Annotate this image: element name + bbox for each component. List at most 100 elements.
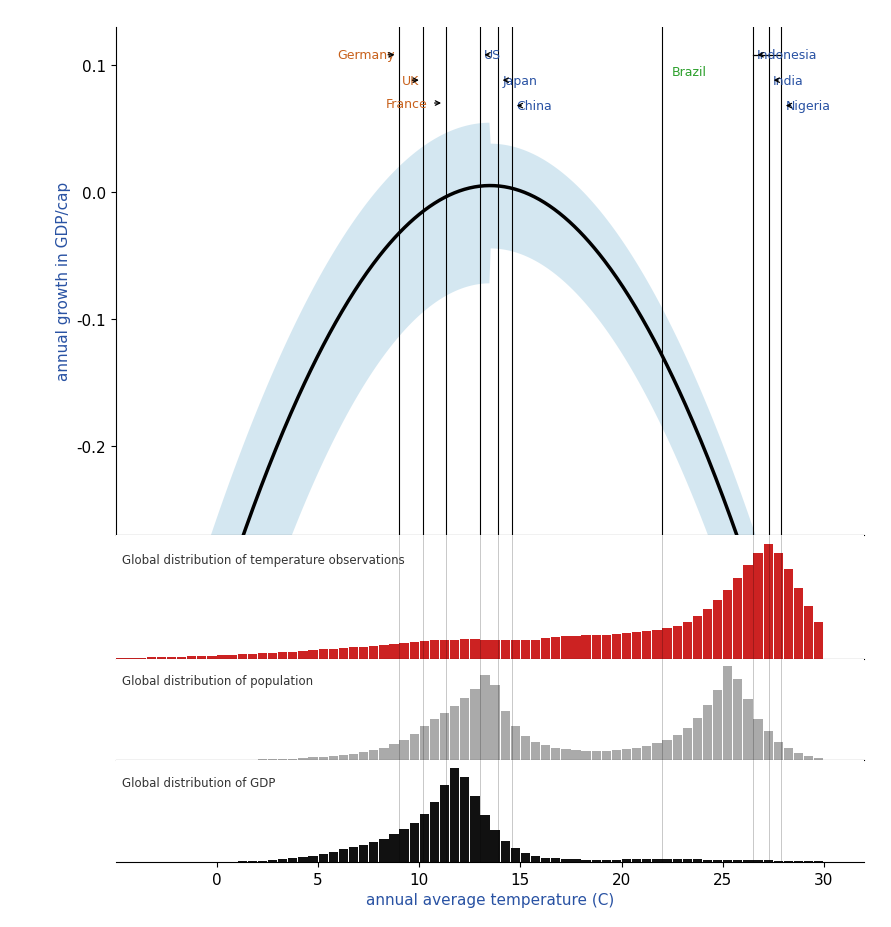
- Bar: [703, 859, 712, 862]
- Bar: [622, 634, 631, 659]
- Bar: [318, 650, 328, 659]
- Bar: [652, 858, 662, 862]
- Bar: [410, 734, 419, 761]
- Text: France: France: [386, 97, 428, 110]
- Bar: [754, 719, 763, 761]
- Bar: [592, 859, 601, 862]
- Bar: [582, 751, 591, 761]
- Bar: [743, 859, 753, 862]
- Bar: [764, 544, 772, 659]
- Bar: [208, 656, 217, 659]
- Bar: [480, 640, 490, 659]
- Bar: [501, 842, 510, 862]
- Bar: [257, 861, 267, 862]
- Text: Nigeria: Nigeria: [785, 100, 830, 113]
- Bar: [329, 649, 338, 659]
- Bar: [288, 759, 298, 761]
- Bar: [511, 727, 520, 761]
- Bar: [460, 778, 470, 862]
- Bar: [521, 641, 530, 659]
- Bar: [359, 647, 368, 659]
- Bar: [450, 640, 459, 659]
- Bar: [652, 743, 662, 761]
- Bar: [582, 859, 591, 862]
- Bar: [268, 654, 277, 659]
- Bar: [288, 858, 298, 862]
- Bar: [662, 858, 672, 862]
- Bar: [582, 636, 591, 659]
- Bar: [318, 854, 328, 862]
- Bar: [450, 768, 459, 862]
- Bar: [167, 657, 176, 659]
- Bar: [248, 654, 257, 659]
- Bar: [814, 622, 823, 659]
- Bar: [298, 651, 307, 659]
- Bar: [804, 756, 813, 761]
- Bar: [339, 648, 348, 659]
- Bar: [470, 640, 479, 659]
- Bar: [642, 746, 651, 761]
- Bar: [541, 857, 551, 862]
- Bar: [480, 675, 490, 761]
- Bar: [541, 639, 551, 659]
- Bar: [531, 856, 540, 862]
- Bar: [612, 634, 621, 659]
- Bar: [632, 748, 642, 761]
- Bar: [389, 834, 398, 862]
- Bar: [278, 759, 288, 761]
- Bar: [329, 756, 338, 761]
- Bar: [692, 616, 702, 659]
- Bar: [450, 706, 459, 761]
- Bar: [369, 750, 379, 761]
- Bar: [420, 727, 429, 761]
- Bar: [703, 610, 712, 659]
- Bar: [561, 637, 570, 659]
- Bar: [642, 859, 651, 862]
- Bar: [318, 756, 328, 761]
- Bar: [380, 839, 388, 862]
- Bar: [794, 753, 803, 761]
- X-axis label: annual average temperature (C): annual average temperature (C): [366, 893, 614, 908]
- Bar: [592, 751, 601, 761]
- Bar: [470, 796, 479, 862]
- Bar: [339, 756, 348, 761]
- Bar: [460, 640, 470, 659]
- Bar: [511, 641, 520, 659]
- Bar: [723, 590, 732, 659]
- Bar: [743, 699, 753, 761]
- Bar: [733, 578, 742, 659]
- Bar: [692, 859, 702, 862]
- Bar: [692, 717, 702, 761]
- Bar: [703, 705, 712, 761]
- Bar: [420, 814, 429, 862]
- Text: Global distribution of population: Global distribution of population: [122, 674, 313, 687]
- Bar: [177, 657, 186, 659]
- Bar: [784, 569, 793, 659]
- Text: Japan: Japan: [503, 74, 537, 87]
- Bar: [480, 815, 490, 862]
- Bar: [157, 657, 166, 659]
- Text: US: US: [484, 49, 501, 62]
- Bar: [531, 742, 540, 761]
- Bar: [389, 744, 398, 761]
- Bar: [329, 852, 338, 862]
- Bar: [571, 859, 581, 862]
- Bar: [601, 859, 611, 862]
- Bar: [389, 644, 398, 659]
- Bar: [764, 860, 772, 862]
- Bar: [511, 848, 520, 862]
- Text: India: India: [773, 74, 804, 87]
- Bar: [349, 847, 358, 862]
- Bar: [531, 640, 540, 659]
- Bar: [683, 729, 692, 761]
- Bar: [612, 750, 621, 761]
- Bar: [410, 642, 419, 659]
- Bar: [733, 679, 742, 761]
- Bar: [773, 860, 783, 862]
- Bar: [673, 859, 682, 862]
- Bar: [308, 651, 318, 659]
- Bar: [238, 654, 247, 659]
- Bar: [794, 861, 803, 862]
- Bar: [501, 711, 510, 761]
- Text: Brazil: Brazil: [672, 66, 707, 79]
